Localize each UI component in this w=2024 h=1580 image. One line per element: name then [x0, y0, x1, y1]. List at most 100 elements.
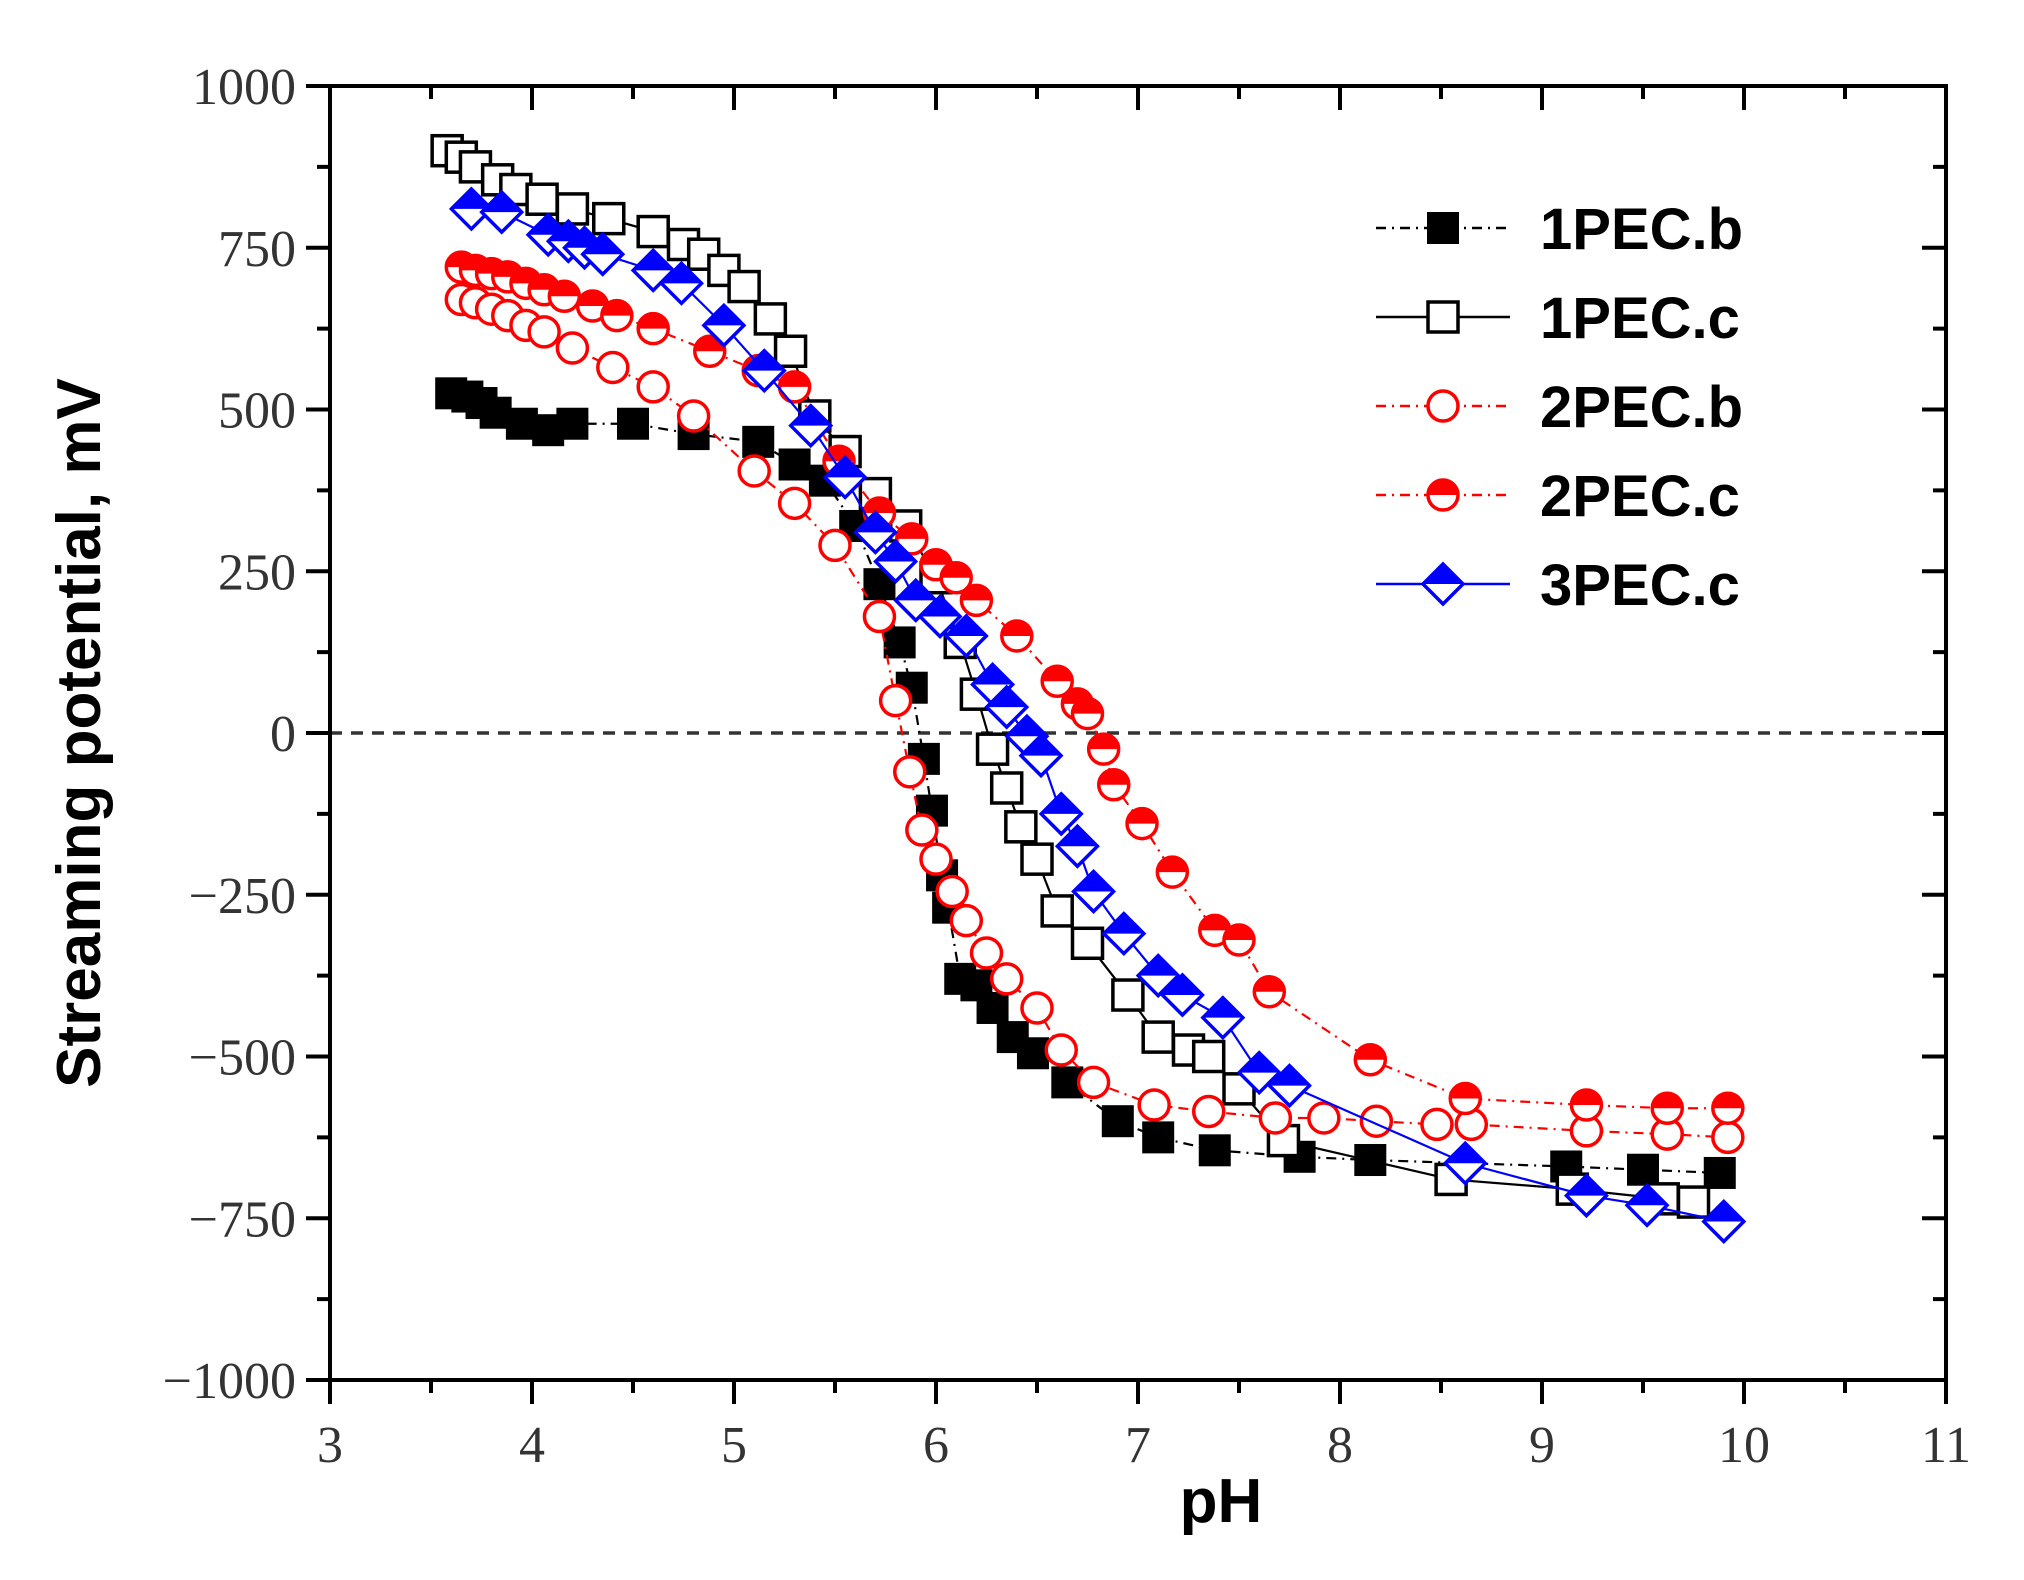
- legend-item: 1PEC.c: [1376, 286, 1740, 351]
- series-line: [450, 392, 1720, 1175]
- data-point: [1142, 1121, 1175, 1154]
- data-point: [1569, 1088, 1604, 1122]
- data-point: [917, 594, 963, 640]
- data-point: [1448, 1081, 1482, 1116]
- data-point: [959, 583, 994, 618]
- data-point: [555, 192, 590, 226]
- legend-marker: [1426, 300, 1460, 334]
- data-point: [777, 370, 812, 404]
- data-point: [479, 396, 512, 429]
- x-tick-label: 3: [317, 1417, 343, 1474]
- data-point: [773, 334, 808, 369]
- data-point: [1159, 972, 1205, 1018]
- data-point: [895, 522, 929, 556]
- x-tick-label: 5: [721, 1417, 747, 1474]
- data-point: [1020, 842, 1054, 876]
- x-tick-label: 10: [1718, 1417, 1770, 1474]
- data-point: [1038, 791, 1084, 837]
- data-point: [1627, 1153, 1659, 1186]
- data-point: [636, 311, 670, 346]
- data-point: [547, 279, 582, 314]
- data-point: [862, 599, 897, 634]
- data-point: [1191, 1094, 1226, 1129]
- data-point: [984, 684, 1030, 730]
- data-point: [1307, 1101, 1341, 1135]
- data-point: [1711, 1120, 1745, 1155]
- y-tick-label: −1000: [163, 1353, 296, 1410]
- data-point: [479, 189, 525, 235]
- data-point: [878, 683, 913, 718]
- legend-item: 2PEC.c: [1376, 464, 1740, 529]
- legend-marker: [1426, 478, 1460, 512]
- data-point: [617, 407, 649, 440]
- legend-item: 1PEC.b: [1376, 197, 1743, 262]
- data-point: [1650, 1091, 1684, 1126]
- data-point: [919, 842, 953, 876]
- data-point: [1040, 894, 1074, 928]
- data-point: [976, 991, 1009, 1024]
- series-layer: [430, 133, 1747, 1244]
- data-point: [1141, 1020, 1175, 1054]
- data-point: [1267, 1063, 1312, 1109]
- data-point: [852, 509, 898, 555]
- data-point: [1701, 1199, 1747, 1244]
- data-point: [525, 182, 559, 216]
- data-point: [883, 626, 916, 659]
- data-point: [1252, 975, 1287, 1009]
- x-tick-label: 11: [1921, 1417, 1971, 1474]
- data-point: [1070, 926, 1105, 961]
- data-point: [822, 454, 868, 500]
- data-point: [1359, 1104, 1394, 1138]
- legend-label: 2PEC.c: [1540, 464, 1740, 529]
- data-point: [701, 302, 747, 348]
- data-point: [1137, 1088, 1171, 1122]
- data-point: [527, 315, 561, 349]
- data-point: [580, 231, 626, 277]
- series-2PEC.b: [444, 282, 1745, 1155]
- data-point: [1353, 1042, 1388, 1077]
- y-tick-label: −750: [189, 1191, 296, 1248]
- data-point: [636, 214, 670, 249]
- y-tick-label: 750: [218, 221, 296, 278]
- x-axis-title: pH: [1180, 1467, 1263, 1536]
- data-point: [505, 407, 538, 440]
- data-point: [741, 348, 787, 394]
- data-point: [737, 454, 771, 488]
- legend-label: 1PEC.b: [1540, 197, 1743, 262]
- data-point: [1198, 1134, 1231, 1167]
- data-point: [676, 399, 711, 433]
- data-point: [935, 874, 969, 909]
- data-point: [448, 186, 494, 232]
- data-point: [777, 486, 812, 521]
- data-point: [1155, 855, 1190, 889]
- legend-marker: [1427, 212, 1459, 244]
- x-tick-label: 6: [923, 1417, 949, 1474]
- data-point: [818, 528, 852, 563]
- data-point: [1101, 911, 1147, 957]
- data-point: [1703, 1156, 1736, 1189]
- series-3PEC.c: [448, 186, 1747, 1244]
- y-axis-title: Streaming potential, mV: [45, 378, 114, 1088]
- legend-label: 2PEC.b: [1540, 375, 1743, 440]
- tick-labels-layer: 3 4 5 6 7 8 9 10 11 1000 750 500 250 0 −250 −500 −750 −10…: [163, 59, 1971, 1474]
- data-point: [1040, 664, 1074, 698]
- legend: 1PEC.b 1PEC.c 2PEC.b 2PEC.c 3PEC.c: [1376, 197, 1743, 618]
- data-point: [989, 962, 1024, 996]
- data-point: [1200, 995, 1246, 1041]
- y-tick-label: 500: [218, 383, 296, 440]
- data-point: [636, 370, 670, 404]
- data-point: [949, 903, 984, 938]
- data-point: [939, 560, 973, 595]
- data-point: [659, 260, 704, 306]
- legend-item: 3PEC.c: [1376, 553, 1740, 618]
- data-point: [989, 771, 1024, 805]
- data-point: [1111, 978, 1145, 1012]
- legend-item: 2PEC.b: [1376, 375, 1743, 440]
- data-point: [1258, 1101, 1293, 1135]
- data-point: [592, 201, 626, 236]
- data-point: [969, 936, 1004, 970]
- data-point: [1563, 1173, 1609, 1219]
- data-point: [742, 425, 775, 458]
- data-point: [1222, 923, 1256, 957]
- x-tick-label: 9: [1529, 1417, 1555, 1474]
